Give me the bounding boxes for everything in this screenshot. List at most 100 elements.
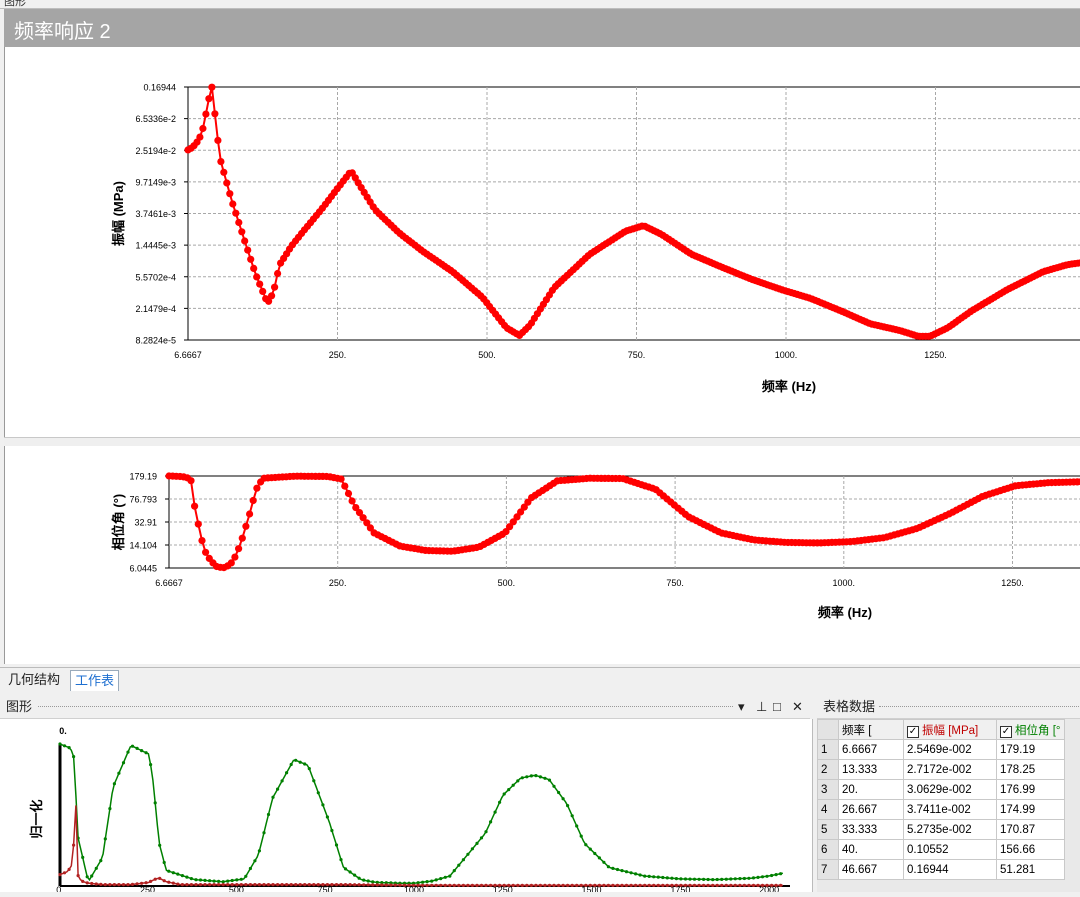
data-point	[357, 883, 361, 887]
data-point	[352, 504, 360, 512]
data-point	[176, 872, 180, 876]
data-point	[561, 797, 565, 801]
data-point	[294, 758, 298, 762]
data-point	[747, 883, 751, 887]
data-point	[389, 883, 393, 887]
pin-icon[interactable]: ⊥	[756, 699, 768, 714]
table-cell[interactable]: 6.6667	[838, 739, 904, 760]
table-row[interactable]: 5 33.333 5.2735e-002 170.87	[817, 819, 1065, 840]
table-cell[interactable]: 33.333	[838, 819, 904, 840]
table-row[interactable]: 1 6.6667 2.5469e-002 179.19	[817, 739, 1065, 760]
data-point	[325, 883, 329, 887]
close-icon[interactable]: ✕	[792, 699, 803, 714]
data-point	[176, 882, 180, 886]
data-point	[770, 883, 774, 887]
data-point	[393, 883, 397, 887]
table-cell[interactable]: 40.	[838, 839, 904, 860]
table-cell[interactable]: 0.16944	[903, 859, 997, 880]
tab-worksheet[interactable]: 工作表	[70, 670, 120, 691]
dropdown-icon[interactable]: ▾	[738, 699, 745, 714]
row-number[interactable]: 1	[817, 739, 839, 760]
table-cell[interactable]: 156.66	[996, 839, 1065, 860]
data-point	[538, 883, 543, 887]
data-point	[362, 883, 366, 887]
checkbox-phase[interactable]: ✓	[1000, 725, 1012, 738]
table-cell[interactable]: 0.10552	[903, 839, 997, 860]
table-cell[interactable]: 51.281	[996, 859, 1065, 880]
data-point	[733, 883, 737, 887]
maximize-icon[interactable]: □	[773, 699, 781, 714]
data-point	[643, 874, 647, 878]
row-number[interactable]: 4	[817, 799, 839, 820]
checkbox-amplitude[interactable]: ✓	[907, 725, 919, 738]
data-point	[520, 883, 524, 887]
row-number[interactable]: 5	[817, 819, 839, 840]
table-cell[interactable]: 2.7172e-002	[903, 759, 997, 780]
tab-geometry[interactable]: 几何结构	[8, 672, 61, 687]
table-cell[interactable]: 3.7411e-002	[903, 799, 997, 820]
data-point	[588, 847, 592, 851]
data-point	[248, 866, 252, 871]
data-point	[167, 869, 171, 873]
data-point	[588, 883, 592, 887]
column-header-frequency[interactable]: 频率 [	[838, 719, 904, 740]
data-point	[262, 831, 266, 835]
data-point	[584, 883, 588, 887]
data-point	[298, 883, 302, 887]
table-row[interactable]: 2 13.333 2.7172e-002 178.25	[817, 759, 1065, 780]
table-cell[interactable]: 174.99	[996, 799, 1065, 820]
data-point	[203, 883, 207, 887]
table-row[interactable]: 3 20. 3.0629e-002 176.99	[817, 779, 1065, 800]
row-number[interactable]: 6	[817, 839, 839, 860]
data-point	[149, 879, 153, 883]
data-point	[502, 883, 506, 887]
data-point	[149, 763, 153, 767]
data-point	[402, 883, 407, 887]
table-cell[interactable]: 20.	[838, 779, 904, 800]
table-cell[interactable]: 176.99	[996, 779, 1065, 800]
table-row[interactable]: 4 26.667 3.7411e-002 174.99	[817, 799, 1065, 820]
row-number[interactable]: 7	[817, 859, 839, 880]
data-point	[738, 883, 742, 887]
data-point	[199, 124, 207, 133]
table-cell[interactable]: 178.25	[996, 759, 1065, 780]
x-tick-label: 750.	[666, 578, 684, 588]
x-tick-label: 500.	[478, 350, 496, 360]
table-row[interactable]: 7 46.667 0.16944 51.281	[817, 859, 1065, 880]
data-table: 频率 [ ✓ 振幅 [MPa] ✓ 相位角 [° 1 6.6667 2.5469e-00…	[817, 719, 1065, 880]
data-point	[570, 814, 574, 818]
row-number[interactable]: 2	[817, 759, 839, 780]
table-cell[interactable]: 2.5469e-002	[903, 739, 997, 760]
data-point	[547, 883, 552, 887]
column-header-amplitude[interactable]: ✓ 振幅 [MPa]	[903, 719, 997, 740]
table-cell[interactable]: 13.333	[838, 759, 904, 780]
x-tick-label: 250.	[329, 578, 347, 588]
data-point	[751, 876, 756, 880]
data-point	[756, 883, 760, 887]
column-header-phase[interactable]: ✓ 相位角 [°	[996, 719, 1065, 740]
data-point	[475, 883, 479, 887]
table-cell[interactable]: 46.667	[838, 859, 904, 880]
table-cell[interactable]: 179.19	[996, 739, 1065, 760]
data-point	[665, 876, 669, 880]
data-point	[99, 859, 103, 863]
data-point	[189, 883, 193, 887]
data-point	[493, 883, 497, 887]
data-point	[238, 534, 246, 542]
data-point	[443, 875, 447, 879]
table-cell[interactable]: 3.0629e-002	[903, 779, 997, 800]
row-number[interactable]: 3	[817, 779, 839, 800]
data-point	[235, 218, 243, 227]
data-point	[774, 873, 778, 877]
data-point	[58, 873, 62, 877]
table-cell[interactable]: 26.667	[838, 799, 904, 820]
data-point	[348, 870, 352, 874]
data-point	[529, 883, 534, 887]
data-point	[268, 292, 276, 300]
table-cell[interactable]: 5.2735e-002	[903, 819, 997, 840]
y-top-label: 0.	[59, 726, 67, 736]
top-strip: 图形	[0, 0, 1080, 9]
table-cell[interactable]: 170.87	[996, 819, 1065, 840]
x-tick-label: 2000.	[759, 885, 782, 892]
table-row[interactable]: 6 40. 0.10552 156.66	[817, 839, 1065, 860]
